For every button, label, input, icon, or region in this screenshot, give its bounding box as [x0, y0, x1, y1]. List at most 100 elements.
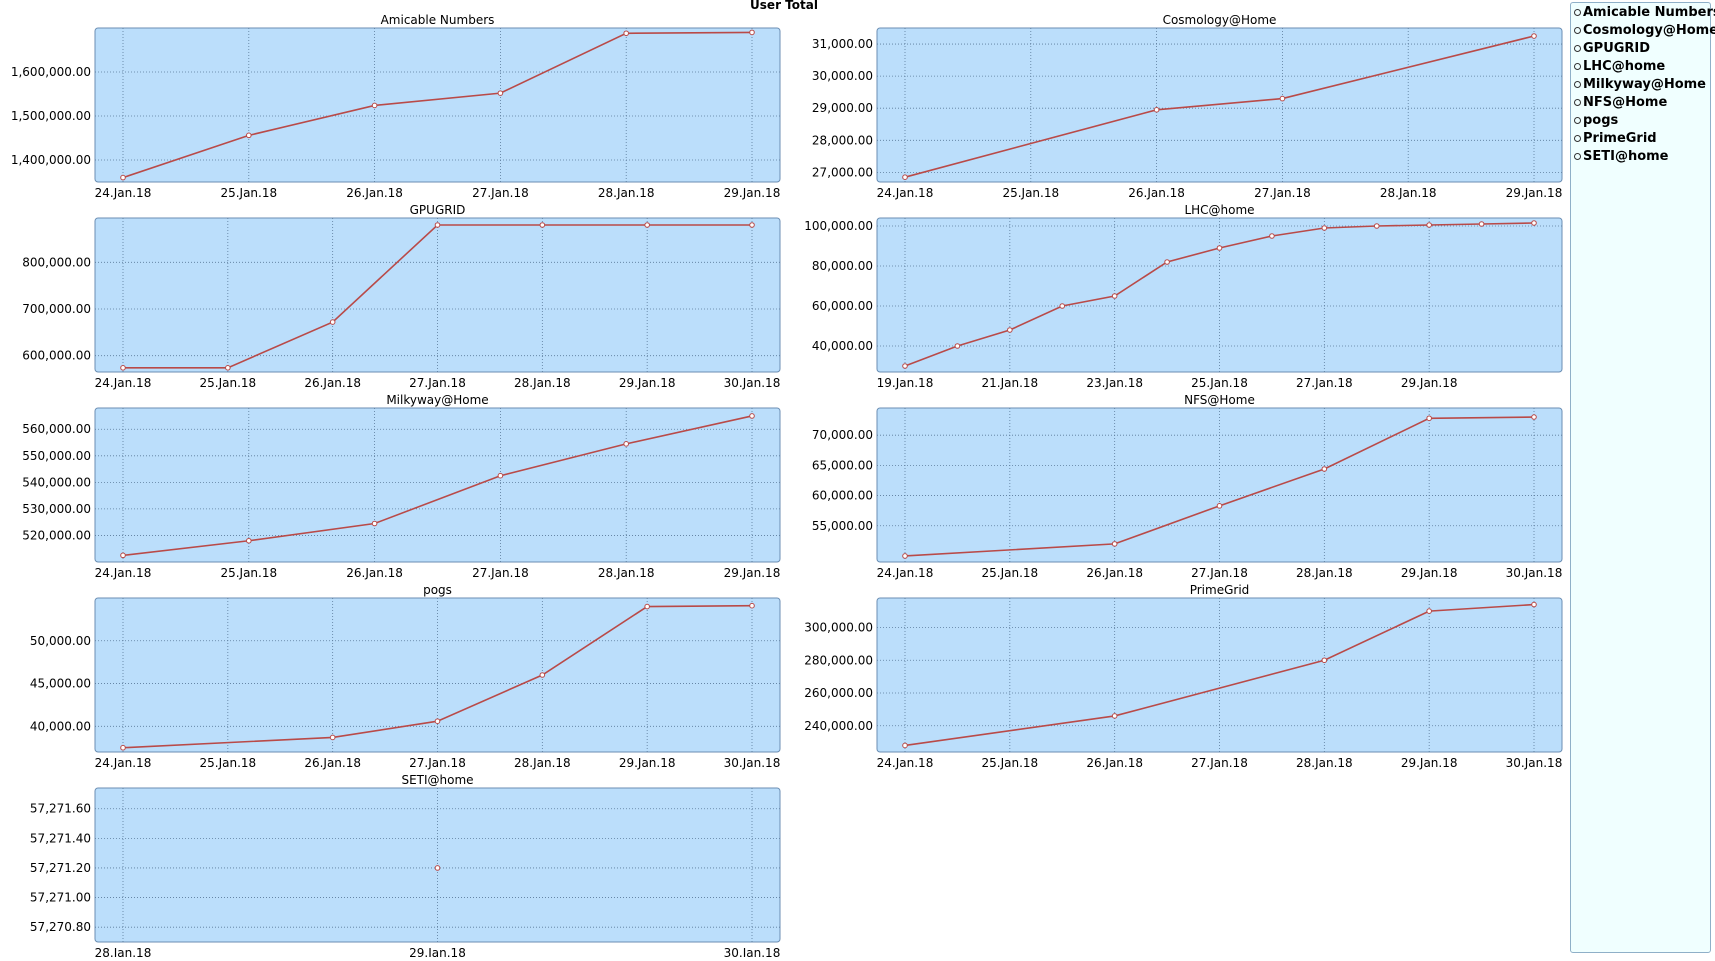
x-tick-label: 29.Jan.18	[409, 946, 466, 957]
chart-title: PrimeGrid	[1190, 583, 1250, 597]
data-point	[246, 537, 252, 544]
legend-marker-icon	[1574, 26, 1581, 34]
y-tick-label: 55,000.00	[812, 519, 873, 533]
x-tick-label: 25.Jan.18	[220, 566, 277, 580]
data-point	[539, 222, 546, 228]
x-tick-label: 28.Jan.18	[598, 566, 655, 580]
data-point	[1531, 414, 1537, 420]
data-point	[434, 718, 441, 725]
y-tick-label: 260,000.00	[804, 686, 873, 700]
legend-label: pogs	[1583, 112, 1619, 128]
y-tick-label: 65,000.00	[812, 458, 873, 472]
y-tick-label: 280,000.00	[804, 653, 873, 667]
legend-item[interactable]: GPUGRID	[1571, 39, 1710, 57]
data-point	[120, 552, 126, 559]
series-line	[904, 35, 1535, 178]
data-point	[1321, 657, 1328, 664]
chart-1: Cosmology@Home 27,000.00 28,000.00 29,000.0…	[812, 13, 1563, 200]
plot-background	[94, 217, 781, 373]
data-point	[120, 744, 126, 751]
y-tick-label: 57,271.20	[30, 861, 91, 875]
x-tick-label: 25.Jan.18	[981, 566, 1038, 580]
y-tick-label: 530,000.00	[22, 502, 91, 516]
data-point	[1153, 107, 1160, 113]
legend-item[interactable]: Cosmology@Home	[1571, 21, 1715, 39]
x-tick-label: 29.Jan.18	[1506, 186, 1563, 200]
legend: Amicable Numbers Cosmology@Home GPUGRID LHC…	[1570, 2, 1715, 953]
x-tick-label: 29.Jan.18	[724, 186, 781, 200]
data-point	[120, 174, 126, 181]
legend-item[interactable]: NFS@Home	[1571, 93, 1710, 111]
data-point	[1111, 541, 1118, 547]
y-tick-label: 57,271.00	[30, 891, 91, 905]
data-point	[1059, 303, 1066, 309]
legend-marker-icon	[1574, 8, 1581, 16]
y-tick-label: 1,500,000.00	[11, 109, 91, 123]
y-tick-label: 29,000.00	[812, 101, 873, 115]
chart-6: pogs 40,000.00 45,000.00 50,000.00 24.Jan.18…	[30, 583, 781, 770]
data-point	[120, 365, 126, 371]
x-tick-label: 27.Jan.18	[472, 186, 529, 200]
plot-background	[876, 407, 1563, 563]
data-point	[749, 222, 755, 228]
legend-marker-icon	[1574, 62, 1581, 70]
data-point	[434, 222, 441, 228]
chart-7: PrimeGrid 240,000.00 260,000.00 280,000.00 3…	[804, 583, 1563, 770]
data-point	[1321, 466, 1328, 472]
chart-2: GPUGRID 600,000.00 700,000.00 800,000.00 24.…	[22, 203, 781, 390]
data-point	[623, 30, 630, 37]
legend-item[interactable]: Milkyway@Home	[1571, 75, 1710, 93]
data-point	[1269, 233, 1275, 239]
data-point	[902, 174, 908, 180]
y-tick-label: 540,000.00	[22, 475, 91, 489]
y-tick-label: 50,000.00	[30, 634, 91, 648]
data-point	[1216, 245, 1223, 251]
x-tick-label: 29.Jan.18	[619, 376, 676, 390]
x-tick-label: 29.Jan.18	[1401, 376, 1458, 390]
x-tick-label: 21.Jan.18	[981, 376, 1038, 390]
x-tick-label: 29.Jan.18	[1401, 566, 1458, 580]
legend-label: PrimeGrid	[1583, 130, 1657, 146]
x-tick-label: 24.Jan.18	[877, 756, 934, 770]
plot-background	[94, 787, 781, 943]
y-tick-label: 30,000.00	[812, 69, 873, 83]
x-tick-label: 26.Jan.18	[346, 566, 403, 580]
x-tick-label: 28.Jan.18	[514, 376, 571, 390]
y-tick-label: 560,000.00	[22, 422, 91, 436]
data-point	[1426, 608, 1432, 614]
legend-marker-icon	[1574, 152, 1581, 160]
chart-4: Milkyway@Home 520,000.00 530,000.00 540,000…	[22, 393, 781, 580]
legend-item[interactable]: Amicable Numbers	[1571, 3, 1715, 21]
x-tick-label: 24.Jan.18	[877, 566, 934, 580]
legend-item[interactable]: pogs	[1571, 111, 1710, 129]
data-point	[902, 363, 908, 369]
y-tick-label: 27,000.00	[812, 165, 873, 179]
legend-label: SETI@home	[1583, 148, 1669, 164]
plot-background	[876, 217, 1563, 373]
chart-title: SETI@home	[401, 773, 473, 787]
y-tick-label: 1,400,000.00	[11, 153, 91, 167]
y-tick-label: 57,270.80	[30, 920, 91, 934]
data-point	[497, 472, 504, 479]
data-point	[497, 90, 504, 96]
y-tick-label: 57,271.40	[30, 831, 91, 845]
y-tick-label: 1,600,000.00	[11, 65, 91, 79]
x-tick-label: 27.Jan.18	[472, 566, 529, 580]
series-line	[122, 31, 753, 179]
legend-item[interactable]: SETI@home	[1571, 147, 1710, 165]
data-point	[371, 102, 378, 109]
data-point	[329, 319, 336, 325]
chart-title: Amicable Numbers	[381, 13, 495, 27]
plot-background	[94, 27, 781, 183]
legend-item[interactable]: LHC@home	[1571, 57, 1710, 75]
legend-item[interactable]: PrimeGrid	[1571, 129, 1710, 147]
x-tick-label: 26.Jan.18	[304, 756, 361, 770]
data-point	[1478, 221, 1485, 227]
y-tick-label: 60,000.00	[812, 299, 873, 313]
x-tick-label: 25.Jan.18	[981, 756, 1038, 770]
x-tick-label: 24.Jan.18	[95, 756, 152, 770]
y-tick-label: 80,000.00	[812, 259, 873, 273]
x-tick-label: 24.Jan.18	[877, 186, 934, 200]
x-tick-label: 30.Jan.18	[724, 376, 781, 390]
